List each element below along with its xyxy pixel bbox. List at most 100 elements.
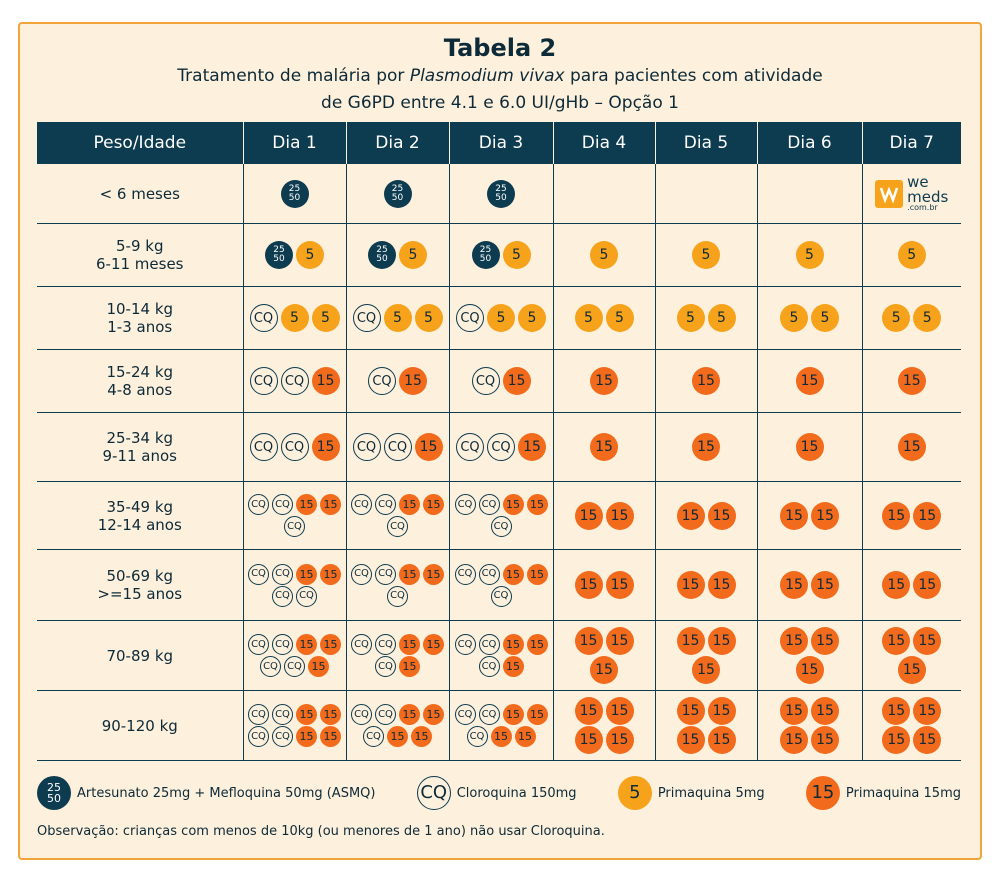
table-row: 50-69 kg >=15 anos CQ CQ 15 15 CQ CQ CQ CQ 15 15 CQ C…	[37, 549, 962, 621]
pill-p15: 15	[780, 501, 808, 530]
pill-p15: 15	[423, 704, 444, 725]
pill-cq: CQ	[375, 704, 396, 725]
dose-line: 15 15	[758, 697, 862, 725]
pill-cq: CQ	[416, 776, 451, 810]
pill-cq: CQ	[375, 563, 396, 585]
dose-cell: 15 15 15	[654, 620, 758, 691]
pill-p5: 5	[487, 304, 515, 332]
dose-line: 15 15	[656, 571, 757, 599]
pill-cq: CQ	[383, 433, 412, 461]
row-label: 35-49 kg 12-14 anos	[37, 481, 244, 550]
dose-cell	[756, 163, 863, 224]
pill-p15: 15	[676, 726, 705, 754]
dose-line: CQ CQ 15 15	[244, 704, 346, 725]
pill-p15: 15	[692, 433, 720, 461]
pill-p15: 15	[913, 501, 942, 530]
pill-p15: 15	[320, 704, 341, 725]
pill-p15: 15	[605, 726, 634, 754]
dose-cell: 15 15	[552, 481, 656, 550]
dose-line: CQ	[347, 516, 449, 537]
pill-p15: 15	[502, 656, 524, 677]
pill-cq: CQ	[387, 516, 408, 537]
dose-line: CQ 5 5	[244, 304, 346, 332]
dose-cell: we meds .com.br	[861, 163, 961, 224]
pill-p15: 15	[399, 367, 427, 395]
dose-line: 15	[758, 367, 862, 395]
pill-p15: 15	[913, 726, 942, 754]
pill-p15: 15	[296, 704, 317, 725]
pill-cq: CQ	[272, 634, 293, 655]
pill-cq: CQ	[466, 726, 488, 747]
pill-p15: 15	[605, 697, 634, 725]
dose-cell: 25 50 5	[242, 223, 347, 287]
pill-p5: 5	[383, 304, 412, 332]
table-row: 90-120 kg CQ CQ 15 15 CQ CQ 15 15 CQ CQ 15 15 CQ 15 15 C…	[37, 690, 962, 761]
pill-p5: 5	[399, 241, 427, 269]
dose-line: 25 50	[347, 179, 449, 208]
dose-line: 15 15	[758, 726, 862, 754]
pill-text: 25	[376, 245, 388, 255]
pill-p15: 15	[795, 656, 824, 684]
dose-cell: 25 50 5	[448, 223, 554, 287]
pill-p5: 5	[605, 304, 634, 332]
pill-p15: 15	[502, 634, 524, 655]
pill-p15: 15	[518, 433, 546, 461]
dose-line: CQ CQ 15 15	[347, 563, 449, 585]
pill-p15: 15	[882, 697, 911, 725]
legend: 25 50 Artesunato 25mg + Mefloquina 50mg (A…	[37, 776, 961, 810]
dose-cell: CQ CQ 15 15 CQ CQ 15 15	[242, 690, 347, 761]
row-label-line: 6-11 meses	[95, 255, 184, 273]
pill-p15: 15	[780, 726, 808, 754]
dose-line: 25 50 5	[244, 241, 346, 269]
pill-cq: CQ	[280, 367, 309, 395]
dose-line: 15 15	[758, 501, 862, 530]
dose-cell: 25 50	[448, 163, 554, 224]
pill-cq: CQ	[351, 563, 372, 585]
pill-p15: 15	[574, 627, 603, 655]
row-label-line: 70-89 kg	[106, 646, 174, 665]
dose-cell	[552, 163, 656, 224]
dose-line: 15	[656, 433, 757, 461]
pill-p15: 15	[574, 697, 603, 725]
pill-p15: 15	[780, 627, 808, 655]
dose-line: 15 15	[863, 726, 962, 754]
pill-cq: CQ	[272, 494, 293, 515]
dose-line: CQ CQ 15 15	[244, 634, 346, 655]
pill-asmq: 25 50	[280, 179, 309, 208]
legend-label: Cloroquina 150mg	[456, 785, 577, 801]
table-row: 35-49 kg 12-14 anos CQ CQ 15 15 CQ CQ CQ 15 15 CQ CQ…	[37, 481, 961, 550]
pill-p15: 15	[590, 367, 618, 395]
dose-cell: CQ 5 5	[345, 286, 450, 350]
dose-line: 15 15	[554, 726, 655, 754]
dose-cell: 15	[756, 412, 863, 482]
dose-line: 15 15	[863, 697, 962, 725]
pill-p15: 15	[296, 494, 317, 515]
pill-p15: 15	[296, 726, 317, 747]
pill-p5: 5	[811, 304, 839, 332]
dose-line: 15 15	[863, 571, 962, 599]
dose-cell: CQ CQ 15 15 CQ CQ 15	[242, 620, 347, 691]
pill-cq: CQ	[272, 704, 293, 725]
table-row: 25-34 kg 9-11 anos CQ CQ 15 CQ CQ 15 CQ CQ 15 15 15 1…	[37, 412, 961, 482]
column-header: Dia 5	[654, 122, 757, 164]
pill-p5: 5	[502, 241, 531, 269]
dose-line: CQ	[450, 516, 553, 537]
dose-line: CQ 15	[450, 367, 553, 395]
pill-cq: CQ	[248, 563, 269, 585]
dose-line: 5	[863, 241, 962, 269]
dose-cell: CQ CQ 15	[242, 349, 347, 413]
dose-cell: CQ CQ 15	[448, 412, 554, 482]
dose-cell: CQ CQ 15 15 CQ	[345, 549, 450, 621]
dose-cell: 25 50	[345, 163, 450, 224]
pill-cq: CQ	[280, 433, 309, 461]
column-header: Peso/Idade	[37, 122, 243, 164]
pill-p15: 15	[882, 726, 911, 754]
pill-cq: CQ	[368, 367, 396, 395]
column-header: Dia 3	[448, 122, 553, 164]
pill-cq: CQ	[248, 634, 269, 655]
pill-p15: 15	[707, 726, 736, 754]
dose-cell: CQ 15	[448, 349, 554, 413]
